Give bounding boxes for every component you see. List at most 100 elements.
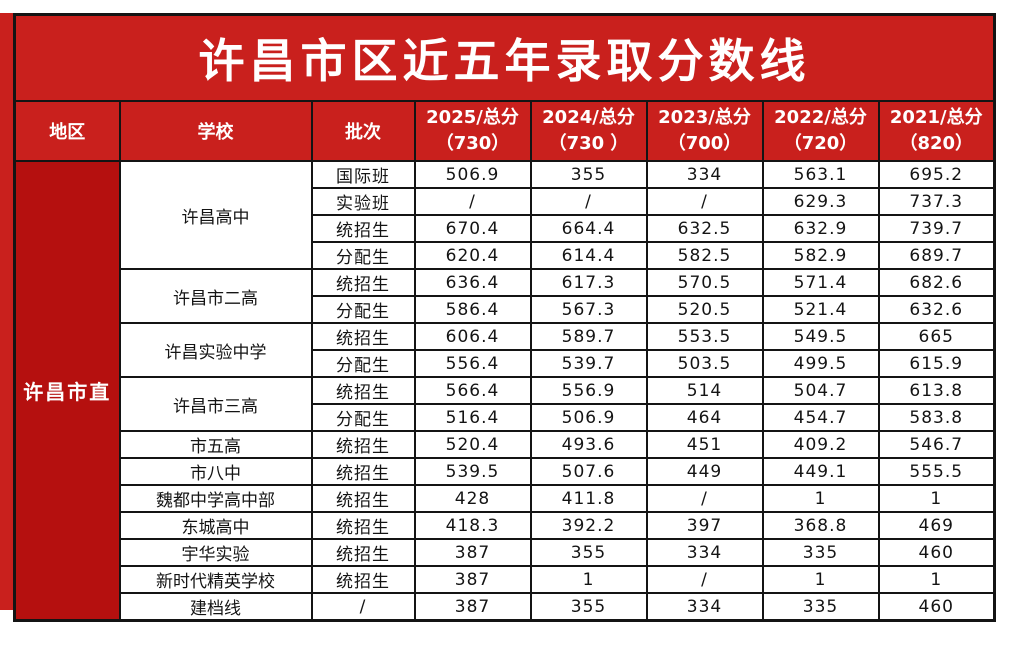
- year-column-header: 2025/总分 （730）: [413, 100, 532, 162]
- score-cell: 632.6: [877, 295, 996, 324]
- table-row: 分配生 586.4 567.3 520.5 521.4 632.6: [15, 295, 996, 324]
- score-cell: 1: [877, 565, 996, 594]
- score-cell: 556.9: [529, 376, 648, 405]
- score-cell: 520.4: [413, 430, 532, 459]
- score-cell: 567.3: [529, 295, 648, 324]
- table-row: 分配生 620.4 614.4 582.5 582.9 689.7: [15, 241, 996, 270]
- score-cell: 617.3: [529, 268, 648, 297]
- score-cell: 563.1: [761, 160, 880, 189]
- score-cell: 582.9: [761, 241, 880, 270]
- score-cell: 411.8: [529, 484, 648, 513]
- score-cell: 582.5: [645, 241, 764, 270]
- score-cell: 555.5: [877, 457, 996, 486]
- score-cell: 460: [877, 592, 996, 622]
- score-cell: 355: [529, 160, 648, 189]
- page-title: 许昌市区近五年录取分数线: [13, 13, 996, 102]
- score-cell: 556.4: [413, 349, 532, 378]
- school-cell: 市八中: [118, 457, 313, 486]
- batch-cell: 统招生: [310, 538, 416, 567]
- table-row: 许昌实验中学 统招生 606.4 589.7 553.5 549.5 665: [15, 322, 996, 378]
- score-cell: 428: [413, 484, 532, 513]
- score-cell: 695.2: [877, 160, 996, 189]
- table-row: 许昌市二高 统招生 636.4 617.3 570.5 571.4 682.6: [15, 268, 996, 324]
- score-cell: 1: [761, 484, 880, 513]
- score-cell: /: [413, 187, 532, 216]
- score-cell: /: [645, 484, 764, 513]
- table-row: 许昌市直 许昌高中 国际班 506.9 355 334 563.1 695.2: [13, 160, 996, 622]
- score-cell: 553.5: [645, 322, 764, 351]
- score-cell: 589.7: [529, 322, 648, 351]
- score-cell: 689.7: [877, 241, 996, 270]
- school-cell: 魏都中学高中部: [118, 484, 313, 513]
- batch-cell: 统招生: [310, 322, 416, 351]
- batch-cell: 分配生: [310, 241, 416, 270]
- score-cell: 503.5: [645, 349, 764, 378]
- score-cell: 464: [645, 403, 764, 432]
- batch-cell: 实验班: [310, 187, 416, 216]
- score-cell: 418.3: [413, 511, 532, 540]
- table-row: 魏都中学高中部 统招生 428 411.8/1 1: [15, 484, 996, 513]
- score-cell: 334: [645, 160, 764, 189]
- batch-cell: 统招生: [310, 376, 416, 405]
- score-cell: 636.4: [413, 268, 532, 297]
- score-cell: /: [529, 187, 648, 216]
- batch-cell: 国际班: [310, 160, 416, 189]
- table-row: 市八中 统招生 539.5 507.6 449 449.1 555.5: [15, 457, 996, 486]
- table-row: 新时代精英学校 统招生 387 1/1 1: [15, 565, 996, 594]
- score-cell: 355: [529, 592, 648, 622]
- score-cell: 506.9: [413, 160, 532, 189]
- score-cell: 632.5: [645, 214, 764, 243]
- school-cell: 市五高: [118, 430, 313, 459]
- table-row: 许昌市三高 统招生 566.4 556.9 514 504.7 613.8: [15, 376, 996, 432]
- score-cell: 613.8: [877, 376, 996, 405]
- batch-cell: 分配生: [310, 295, 416, 324]
- table-row: 统招生 670.4 664.4 632.5 632.9 739.7: [15, 214, 996, 243]
- school-cell: 建档线: [118, 592, 313, 622]
- score-cell: 507.6: [529, 457, 648, 486]
- school-cell: 许昌高中: [118, 160, 313, 270]
- batch-column-header: 批次: [310, 100, 416, 162]
- score-cell: 335: [761, 592, 880, 622]
- score-cell: 615.9: [877, 349, 996, 378]
- score-cell: 409.2: [761, 430, 880, 459]
- score-cell: 520.5: [645, 295, 764, 324]
- batch-cell: 统招生: [310, 565, 416, 594]
- score-cell: 451: [645, 430, 764, 459]
- score-cell: 387: [413, 565, 532, 594]
- score-cell: 392.2: [529, 511, 648, 540]
- score-cell: 571.4: [761, 268, 880, 297]
- score-cell: 454.7: [761, 403, 880, 432]
- school-cell: 许昌市三高: [118, 376, 313, 432]
- score-cell: 449: [645, 457, 764, 486]
- batch-cell: 分配生: [310, 403, 416, 432]
- score-cell: 387: [413, 538, 532, 567]
- column-header-row: 地区 学校 批次 2025/总分 （730） 2024/总分 （730 ） 2023/总…: [13, 100, 996, 162]
- table-row: 分配生 556.4 539.7 503.5 499.5 615.9: [15, 349, 996, 378]
- score-cell: 570.5: [645, 268, 764, 297]
- score-cell: 387: [413, 592, 532, 622]
- region-cell: 许昌市直: [13, 160, 121, 622]
- score-table: 许昌市区近五年录取分数线 地区 学校 批次 2025/总分 （730） 2024/总…: [13, 13, 996, 622]
- score-cell: 737.3: [877, 187, 996, 216]
- score-cell: 334: [645, 592, 764, 622]
- score-cell: 521.4: [761, 295, 880, 324]
- score-cell: /: [645, 187, 764, 216]
- score-cell: 506.9: [529, 403, 648, 432]
- score-cell: 334: [645, 538, 764, 567]
- score-cell: 449.1: [761, 457, 880, 486]
- score-cell: 539.5: [413, 457, 532, 486]
- batch-cell: 分配生: [310, 349, 416, 378]
- score-cell: 632.9: [761, 214, 880, 243]
- score-cell: 583.8: [877, 403, 996, 432]
- batch-cell: 统招生: [310, 430, 416, 459]
- score-cell: 670.4: [413, 214, 532, 243]
- score-cell: 606.4: [413, 322, 532, 351]
- score-cell: 1: [877, 484, 996, 513]
- table-row: 宇华实验 统招生 387 355 334 335 460: [15, 538, 996, 567]
- score-cell: 355: [529, 538, 648, 567]
- school-cell: 东城高中: [118, 511, 313, 540]
- score-cell: 629.3: [761, 187, 880, 216]
- score-cell: 460: [877, 538, 996, 567]
- score-cell: 665: [877, 322, 996, 351]
- score-cell: 614.4: [529, 241, 648, 270]
